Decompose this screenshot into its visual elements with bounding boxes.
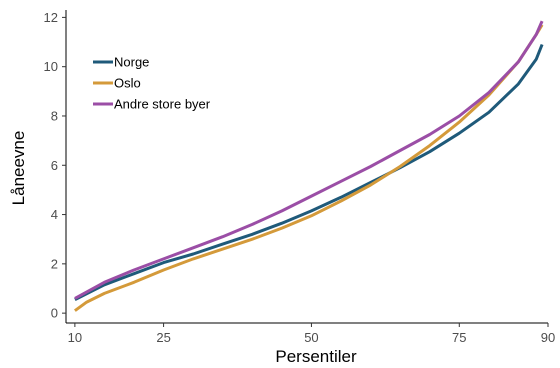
axes: 0 2 4 6 8 10 12 10 25 50 75 90	[44, 10, 556, 345]
plot-lines	[74, 20, 544, 312]
y-ticks: 0 2 4 6 8 10 12	[44, 10, 66, 321]
y-tick-label: 8	[51, 108, 58, 123]
y-axis-title: Låneevne	[9, 131, 28, 206]
y-tick-label: 4	[51, 207, 58, 222]
y-tick-label: 12	[44, 10, 58, 25]
x-tick-label: 50	[304, 330, 318, 345]
legend: Norge Oslo Andre store byer	[93, 55, 211, 112]
x-tick-label: 25	[156, 330, 170, 345]
legend-label: Andre store byer	[114, 97, 211, 112]
series-line	[74, 20, 544, 300]
x-tick-label: 90	[541, 330, 555, 345]
x-tick-label: 10	[68, 330, 82, 345]
x-tick-label: 75	[452, 330, 466, 345]
y-tick-label: 6	[51, 158, 58, 173]
x-ticks: 10 25 50 75 90	[68, 323, 555, 345]
x-axis-title: Persentiler	[275, 347, 357, 366]
y-tick-label: 2	[51, 256, 58, 271]
series-line	[74, 43, 544, 301]
legend-label: Oslo	[114, 76, 141, 91]
legend-label: Norge	[114, 55, 149, 70]
series-line	[74, 24, 544, 312]
y-tick-label: 10	[44, 59, 58, 74]
y-tick-label: 0	[51, 306, 58, 321]
